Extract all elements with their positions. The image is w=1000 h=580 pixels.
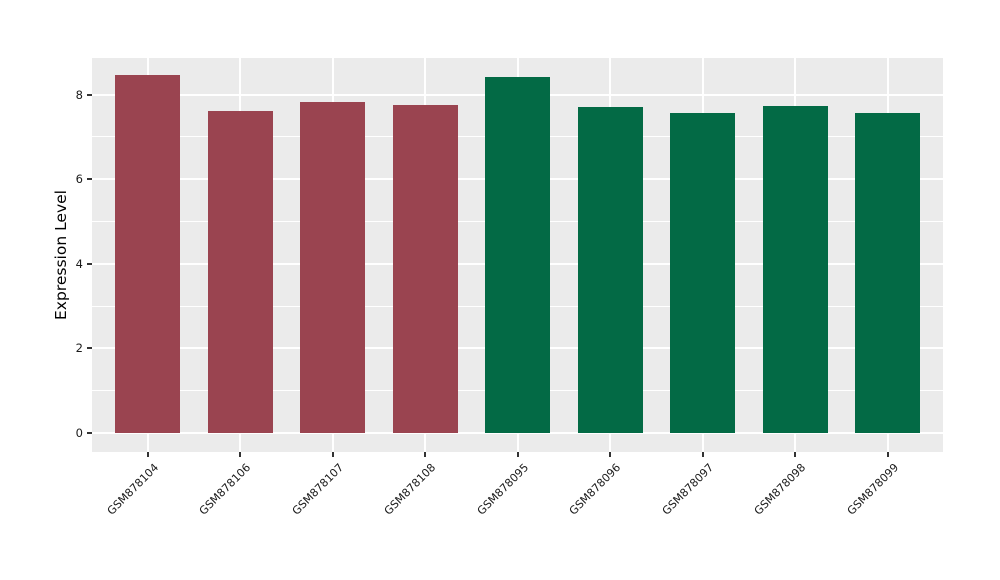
bar-GSM878107 [300, 101, 365, 433]
bar-GSM878099 [855, 112, 920, 433]
bar-GSM878095 [485, 76, 550, 433]
x-tick-label-GSM878098: GSM878098 [751, 461, 809, 518]
x-tick-label-GSM878096: GSM878096 [566, 461, 624, 518]
y-tick-label-2: 2 [75, 341, 83, 356]
x-tick-label-GSM878104: GSM878104 [104, 461, 161, 518]
x-tick-GSM878107 [331, 452, 334, 457]
plot-panel [92, 58, 943, 452]
bar-GSM878098 [762, 105, 828, 433]
x-tick-GSM878097 [701, 452, 704, 457]
y-tick-label-6: 6 [75, 172, 83, 187]
x-tick-label-GSM878099: GSM878099 [844, 461, 901, 518]
y-tick-label-0: 0 [75, 426, 83, 440]
y-tick-4 [87, 262, 92, 265]
y-tick-8 [87, 93, 92, 96]
bar-GSM878106 [207, 110, 273, 433]
bar-GSM878096 [577, 107, 643, 433]
y-tick-label-8: 8 [75, 87, 83, 102]
x-tick-label-GSM878107: GSM878107 [289, 461, 346, 518]
y-tick-2 [87, 347, 92, 350]
x-tick-GSM878095 [516, 452, 519, 457]
x-tick-GSM878098 [794, 452, 796, 457]
x-tick-label-GSM878108: GSM878108 [381, 461, 439, 518]
bar-GSM878104 [115, 74, 180, 433]
bar-GSM878108 [392, 104, 458, 433]
x-tick-GSM878099 [886, 452, 889, 457]
bar-GSM878097 [670, 113, 735, 433]
x-tick-label-GSM878097: GSM878097 [659, 461, 716, 518]
x-tick-GSM878106 [239, 452, 241, 457]
x-tick-label-GSM878095: GSM878095 [474, 461, 531, 518]
x-tick-GSM878104 [146, 452, 149, 457]
x-tick-GSM878108 [424, 452, 426, 457]
y-tick-label-4: 4 [75, 256, 83, 271]
x-tick-label-GSM878106: GSM878106 [196, 461, 254, 518]
y-tick-6 [87, 178, 92, 181]
x-tick-GSM878096 [609, 452, 611, 457]
y-tick-0 [87, 432, 92, 434]
